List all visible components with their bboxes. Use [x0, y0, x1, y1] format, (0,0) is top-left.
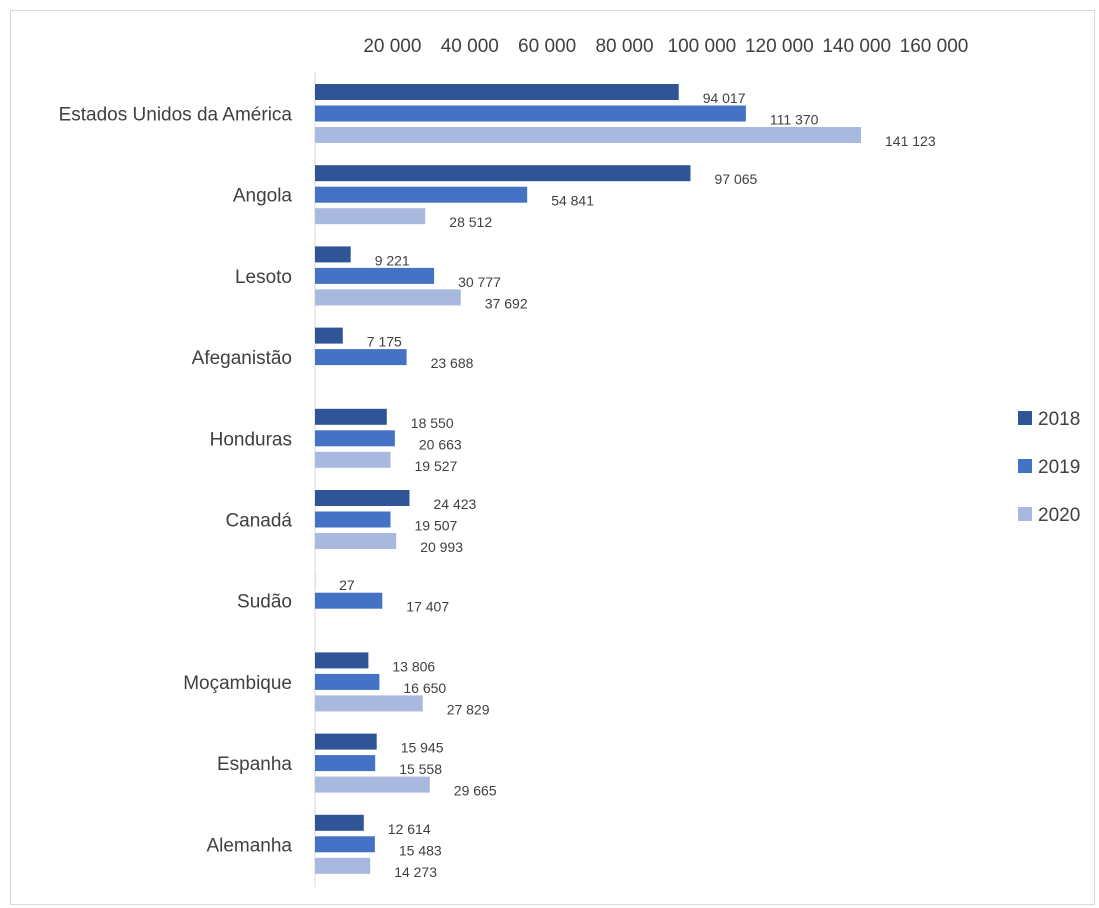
- data-label: 97 065: [715, 171, 758, 187]
- bar-2020: [315, 857, 371, 874]
- bar-2019: [315, 349, 407, 366]
- legend-swatch: [1018, 411, 1032, 425]
- legend-swatch: [1018, 459, 1032, 473]
- x-tick-label: 20 000: [363, 36, 421, 57]
- bar-2019: [315, 755, 376, 772]
- bar-2019: [315, 186, 528, 203]
- data-label: 141 123: [885, 133, 936, 149]
- category-label: Canadá: [225, 511, 292, 532]
- x-tick-label: 80 000: [595, 36, 653, 57]
- data-label: 15 483: [399, 842, 442, 858]
- bar-2020: [315, 451, 391, 468]
- bar-2018: [315, 84, 679, 100]
- data-label: 18 550: [411, 415, 454, 431]
- data-label: 24 423: [434, 496, 477, 512]
- data-label: 30 777: [458, 274, 501, 290]
- bar-2018: [315, 327, 343, 344]
- bar-2019: [315, 673, 380, 690]
- data-label: 9 221: [375, 252, 410, 268]
- bar-2020: [315, 127, 861, 143]
- data-label: 29 665: [454, 783, 497, 799]
- category-label: Moçambique: [183, 673, 292, 694]
- category-label: Alemanha: [206, 835, 292, 856]
- bar-2020: [315, 776, 430, 793]
- data-label: 28 512: [449, 214, 492, 230]
- data-label: 15 945: [401, 740, 444, 756]
- data-label: 13 806: [392, 658, 435, 674]
- x-tick-label: 140 000: [822, 36, 891, 57]
- bar-2019: [315, 105, 746, 122]
- category-label: Lesoto: [235, 267, 292, 288]
- legend-swatch: [1018, 507, 1032, 521]
- category-label: Espanha: [217, 754, 292, 775]
- category-label: Afeganistão: [192, 348, 292, 369]
- bar-2018: [315, 814, 364, 831]
- data-label: 17 407: [406, 599, 449, 615]
- data-label: 7 175: [367, 334, 402, 350]
- bar-2020: [315, 695, 423, 712]
- data-label: 37 692: [485, 295, 528, 311]
- x-tick-label: 120 000: [745, 36, 814, 57]
- bar-2018: [315, 246, 351, 263]
- data-label: 23 688: [431, 355, 474, 371]
- data-label: 19 507: [415, 518, 458, 534]
- data-label: 19 527: [415, 458, 458, 474]
- bar-2020: [315, 533, 397, 549]
- legend-label: 2018: [1038, 409, 1080, 430]
- bar-2019: [315, 592, 383, 609]
- bar-2020: [315, 289, 461, 306]
- category-label: Honduras: [210, 429, 292, 450]
- bar-2018: [315, 490, 410, 506]
- bar-2019: [315, 267, 435, 284]
- x-tick-label: 60 000: [518, 36, 576, 57]
- bar-2018: [315, 733, 377, 750]
- legend-label: 2020: [1038, 505, 1080, 526]
- bar-2018: [315, 408, 387, 425]
- legend-label: 2019: [1038, 457, 1080, 478]
- data-label: 14 273: [394, 864, 437, 880]
- data-label: 111 370: [770, 112, 819, 128]
- data-label: 12 614: [388, 821, 431, 837]
- bar-2019: [315, 836, 375, 853]
- x-tick-label: 160 000: [900, 36, 969, 57]
- data-label: 27: [339, 577, 355, 593]
- data-label: 54 841: [551, 193, 594, 209]
- data-label: 20 663: [419, 436, 462, 452]
- legend: 2018 2019 2020: [1018, 409, 1080, 526]
- category-labels: Estados Unidos da América Angola Lesoto Afe…: [59, 105, 293, 857]
- category-label: Sudão: [237, 592, 292, 613]
- data-label: 20 993: [420, 539, 463, 555]
- bar-2019: [315, 511, 391, 528]
- data-label: 94 017: [703, 90, 746, 106]
- bar-2018: [315, 165, 691, 182]
- x-tick-label: 40 000: [441, 36, 499, 57]
- data-label: 16 650: [403, 680, 446, 696]
- chart-frame: [10, 10, 1095, 905]
- category-label: Angola: [233, 186, 293, 207]
- x-axis-ticks: 20 000 40 000 60 000 80 000 100 000 120 000 14…: [363, 36, 968, 57]
- x-tick-label: 100 000: [668, 36, 737, 57]
- bar-2019: [315, 430, 395, 447]
- data-label: 27 829: [447, 701, 490, 717]
- data-labels: 94 017 111 370 141 123 97 065 54 841 28 512 9 …: [339, 90, 936, 880]
- bar-2020: [315, 208, 426, 225]
- bar-2018: [315, 652, 369, 669]
- bars: [315, 84, 861, 874]
- category-label: Estados Unidos da América: [59, 105, 293, 126]
- data-label: 15 558: [399, 761, 442, 777]
